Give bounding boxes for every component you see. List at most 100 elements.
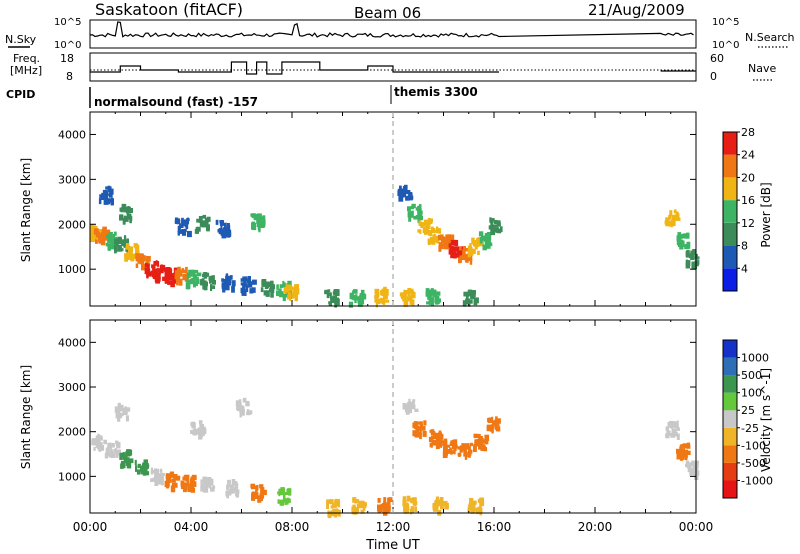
data-cell xyxy=(283,284,300,302)
data-cell xyxy=(486,416,501,434)
freq-tick-top: 18 xyxy=(60,52,74,65)
data-cell xyxy=(324,289,340,308)
colorbar-swatch xyxy=(723,340,737,358)
data-cell xyxy=(428,429,444,449)
data-cell xyxy=(185,269,202,290)
x-tick-label: 12:00 xyxy=(376,520,411,534)
data-cell xyxy=(664,209,681,228)
cpid-label: CPID xyxy=(6,88,35,101)
x-tick-label: 08:00 xyxy=(275,520,310,534)
data-cell xyxy=(250,213,266,233)
data-cell xyxy=(402,495,418,515)
nave-label: Nave xyxy=(748,62,776,75)
data-cell xyxy=(462,289,479,307)
data-cell xyxy=(467,497,485,516)
colorbar-tick-label: 24 xyxy=(741,149,755,162)
x-tick-label: 00:00 xyxy=(679,520,714,534)
data-cell xyxy=(407,203,423,224)
data-cell xyxy=(397,184,414,202)
colorbar-swatch xyxy=(723,357,737,376)
colorbar-swatch xyxy=(723,177,737,201)
data-cell xyxy=(374,286,390,308)
x-tick-label: 16:00 xyxy=(477,520,512,534)
data-cell xyxy=(473,433,490,452)
colorbar-swatch xyxy=(723,427,737,446)
y-tick-label: 2000 xyxy=(58,218,86,231)
x-tick-label: 04:00 xyxy=(174,520,209,534)
y-tick-label: 3000 xyxy=(58,173,86,186)
freq-strip-frame xyxy=(89,52,697,82)
colorbar-swatch xyxy=(723,268,737,291)
data-cell xyxy=(98,185,114,206)
colorbar-tick-label: -500 xyxy=(741,457,766,470)
colorbar-frame xyxy=(722,339,738,499)
nsky-tick-top: 10^5 xyxy=(54,17,81,28)
data-cell xyxy=(180,474,197,493)
freq-label-line1: Freq. xyxy=(13,52,40,65)
colorbar-swatch xyxy=(723,245,737,269)
colorbar-swatch xyxy=(723,200,737,223)
nsky-label: N.Sky xyxy=(5,33,37,46)
freq-label-line2: [MHz] xyxy=(10,64,42,77)
nsky-tick-bottom: 10^0 xyxy=(54,40,81,51)
data-cell xyxy=(412,420,427,440)
colorbar-swatch xyxy=(723,480,737,498)
cpid-label-themis: themis 3300 xyxy=(394,85,478,99)
y-tick-label: 4000 xyxy=(58,336,86,349)
data-cell xyxy=(225,479,240,499)
data-cell xyxy=(221,273,236,293)
colorbar-tick-label: 4 xyxy=(741,262,748,275)
nsearch-tick-top: 10^5 xyxy=(712,17,739,28)
data-cell xyxy=(402,398,419,415)
colorbar-tick-label: 1000 xyxy=(741,352,769,365)
data-cell xyxy=(377,497,393,516)
data-cell xyxy=(676,232,691,250)
colorbar-tick-label: 100 xyxy=(741,387,762,400)
colorbar-swatch xyxy=(723,445,737,463)
colorbar-tick-label: -25 xyxy=(741,422,759,435)
data-cell xyxy=(190,420,207,440)
colorbar-tick-label: 8 xyxy=(741,240,748,253)
data-cell xyxy=(250,483,267,503)
colorbar-tick-label: 500 xyxy=(741,369,762,382)
power-y-axis-label: Slant Range [km] xyxy=(19,158,33,262)
data-cell xyxy=(399,288,416,307)
data-cell xyxy=(104,440,122,459)
y-tick-label: 4000 xyxy=(58,128,86,141)
data-cell xyxy=(114,402,131,422)
colorbar-tick-label: 20 xyxy=(741,171,755,184)
data-cell xyxy=(448,239,464,259)
data-cell xyxy=(134,459,150,476)
data-cell xyxy=(215,219,232,239)
x-tick-label: 00:00 xyxy=(73,520,108,534)
velocity-y-axis-label: Slant Range [km] xyxy=(19,365,33,469)
y-tick-label: 1000 xyxy=(58,470,86,483)
data-cell xyxy=(665,420,680,440)
data-cell xyxy=(351,497,367,515)
cpid-label-normalsound: normalsound (fast) -157 xyxy=(94,95,258,109)
nave-tick-bottom: 0 xyxy=(710,70,717,83)
velocity-colorbar-label: Velocity [m s^-1] xyxy=(759,368,773,472)
nsearch-tick-bottom: 10^0 xyxy=(712,40,739,51)
freq-tick-bottom: 8 xyxy=(66,70,73,83)
data-cell xyxy=(194,214,211,234)
nsearch-label: N.Search xyxy=(745,31,795,44)
colorbar-layer: 4 8 12 16 20 24 28 1000 500 100 25 -25 -100 -500 -1000 xyxy=(722,126,773,499)
data-cell xyxy=(235,397,253,418)
colorbar-tick-label: -1000 xyxy=(741,474,773,487)
date-label: 21/Aug/2009 xyxy=(588,1,685,19)
x-axis-label: Time UT xyxy=(365,538,419,553)
y-tick-label: 2000 xyxy=(58,426,86,439)
beam-label: Beam 06 xyxy=(354,4,421,22)
data-cell xyxy=(199,272,216,291)
data-cell xyxy=(457,442,474,460)
y-tick-label: 3000 xyxy=(58,381,86,394)
colorbar-tick-label: -100 xyxy=(741,439,766,452)
background-data-layer xyxy=(89,21,700,519)
colorbar-frame xyxy=(722,131,738,292)
data-cell xyxy=(478,231,493,251)
data-cell xyxy=(260,279,275,298)
x-tick-label: 20:00 xyxy=(578,520,613,534)
data-cell xyxy=(425,288,441,307)
